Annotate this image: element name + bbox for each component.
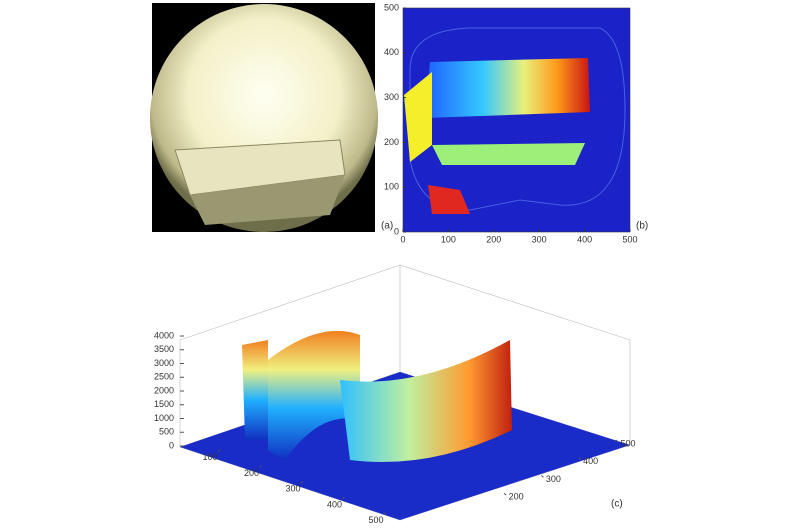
- y-tick-label: 300: [546, 474, 561, 484]
- surface: [340, 340, 512, 462]
- surface: [242, 340, 268, 440]
- y-tick: [578, 457, 582, 461]
- heatmap-region: [432, 143, 585, 165]
- heatmap-region: [404, 72, 432, 162]
- z-tick-label: 3500: [154, 344, 174, 354]
- y-tick: [615, 439, 619, 443]
- panel-label: (a): [381, 221, 393, 232]
- x-tick-label: 200: [486, 234, 501, 244]
- x-tick: [217, 449, 221, 453]
- z-tick-label: 500: [159, 427, 174, 437]
- x-tick-label: 400: [327, 499, 342, 509]
- surface: [268, 330, 360, 460]
- x-tick: [342, 496, 345, 500]
- x-tick-label: 300: [532, 234, 547, 244]
- x-tick-label: 0: [400, 234, 405, 244]
- panel-a: [150, 3, 378, 232]
- y-tick-label: 100: [384, 182, 399, 192]
- x-tick-label: 200: [244, 468, 259, 478]
- x-tick: [300, 480, 304, 484]
- x-tick-label: 400: [577, 234, 592, 244]
- panel-label: (c): [611, 499, 623, 510]
- ticks: 0 100 200 300 400 500 0 100 200 300 400 500 0 500 1000…: [154, 2, 638, 525]
- x-tick-label: 500: [368, 515, 383, 525]
- z-tick-label: 2500: [154, 372, 174, 382]
- y-tick-label: 300: [384, 92, 399, 102]
- y-tick-label: 500: [620, 438, 635, 448]
- panel-label: (b): [636, 221, 648, 232]
- panel-c: [179, 264, 631, 521]
- heatmap-region: [425, 58, 590, 118]
- x-tick: [259, 465, 262, 468]
- y-tick: [541, 475, 544, 478]
- y-tick-label: 0: [394, 226, 399, 236]
- y-tick-label: 400: [384, 47, 399, 57]
- z-tick-label: 1500: [154, 399, 174, 409]
- z-tick-label: 2000: [154, 385, 174, 395]
- y-tick-label: 400: [583, 456, 598, 466]
- y-tick-label: 500: [384, 2, 399, 12]
- photo-detail: [190, 175, 345, 225]
- x-tick-label: 100: [202, 452, 217, 462]
- y-tick-label: 200: [509, 491, 524, 501]
- z-tick-label: 3000: [154, 358, 174, 368]
- z-tick-label: 4000: [154, 330, 174, 340]
- panel-b: [402, 7, 631, 233]
- x-tick-label: 100: [441, 234, 456, 244]
- heatmap-region: [428, 185, 470, 214]
- x-tick-label: 300: [285, 484, 300, 494]
- z-tick-label: 1000: [154, 413, 174, 423]
- x-tick: [383, 512, 387, 516]
- x-tick-label: 500: [622, 234, 637, 244]
- z-tick-label: 0: [169, 440, 174, 450]
- y-tick-label: 200: [384, 137, 399, 147]
- y-tick: [503, 492, 507, 496]
